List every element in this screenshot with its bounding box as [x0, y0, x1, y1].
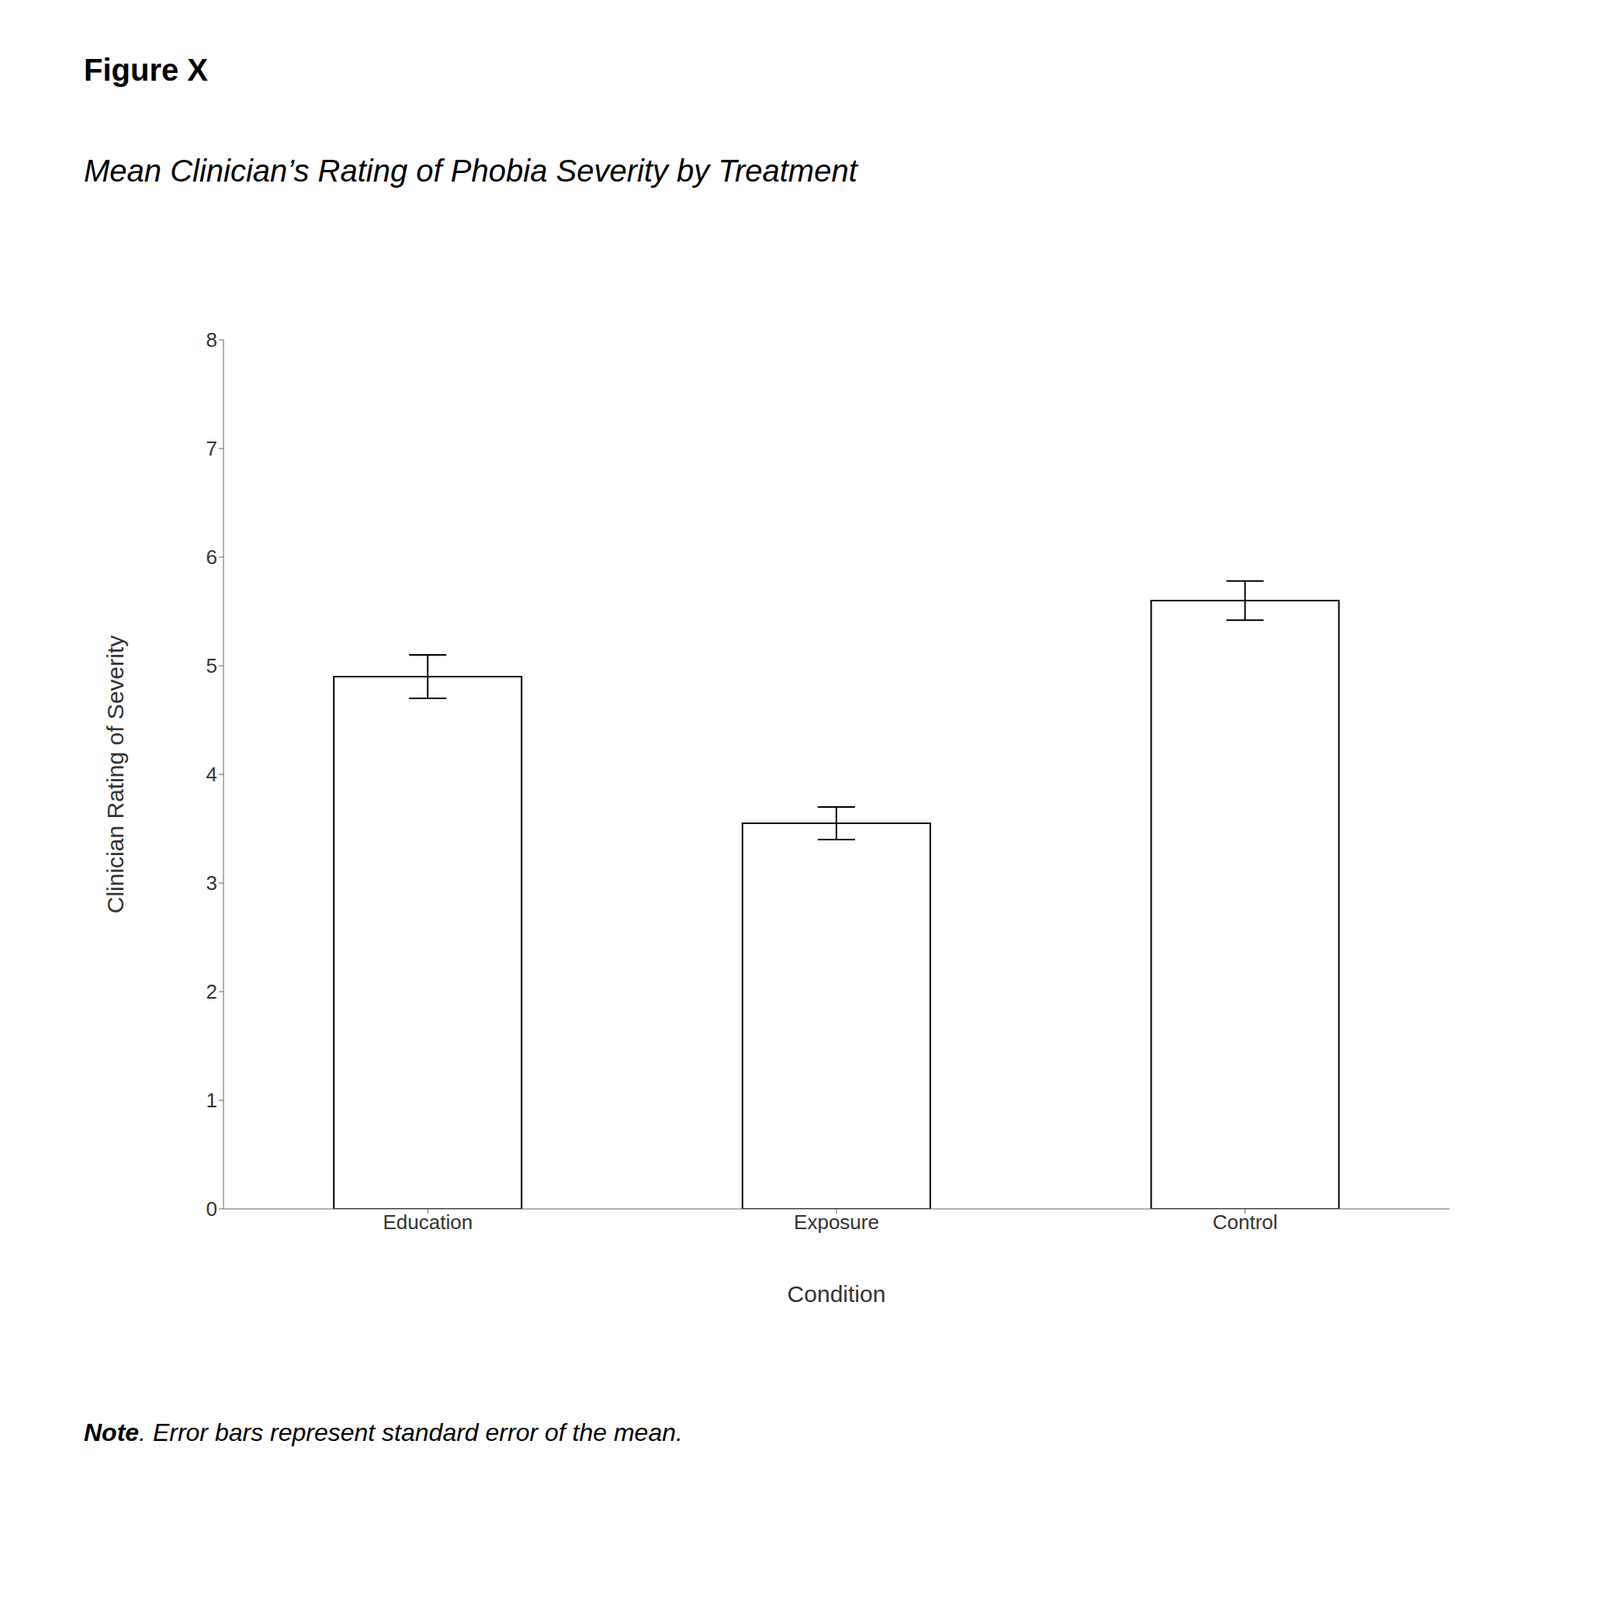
- svg-text:2: 2: [206, 980, 218, 1004]
- svg-text:8: 8: [206, 328, 218, 352]
- html-text:Note. Error bars represent sta: Note. Error bars represent standard erro…: [83, 1418, 683, 1447]
- svg-text:6: 6: [206, 545, 218, 569]
- svg-text:4: 4: [206, 762, 218, 787]
- html-text:Mean Clinician’s Rating of Pho: Mean Clinician’s Rating of Phobia Severi…: [83, 153, 858, 188]
- svg-text:5: 5: [206, 654, 218, 678]
- html-text:Figure X: Figure X: [83, 52, 208, 87]
- svg-text:Clinician Rating of Severity: Clinician Rating of Severity: [102, 635, 129, 915]
- svg-text:3: 3: [206, 871, 218, 895]
- svg-text:Exposure: Exposure: [793, 1210, 880, 1234]
- svg-text:Control: Control: [1212, 1210, 1278, 1234]
- svg-text:1: 1: [206, 1088, 218, 1112]
- svg-text:7: 7: [206, 436, 218, 461]
- svg-text:Education: Education: [383, 1210, 474, 1234]
- svg-text:0: 0: [206, 1197, 218, 1221]
- svg-text:Condition: Condition: [787, 1281, 887, 1307]
